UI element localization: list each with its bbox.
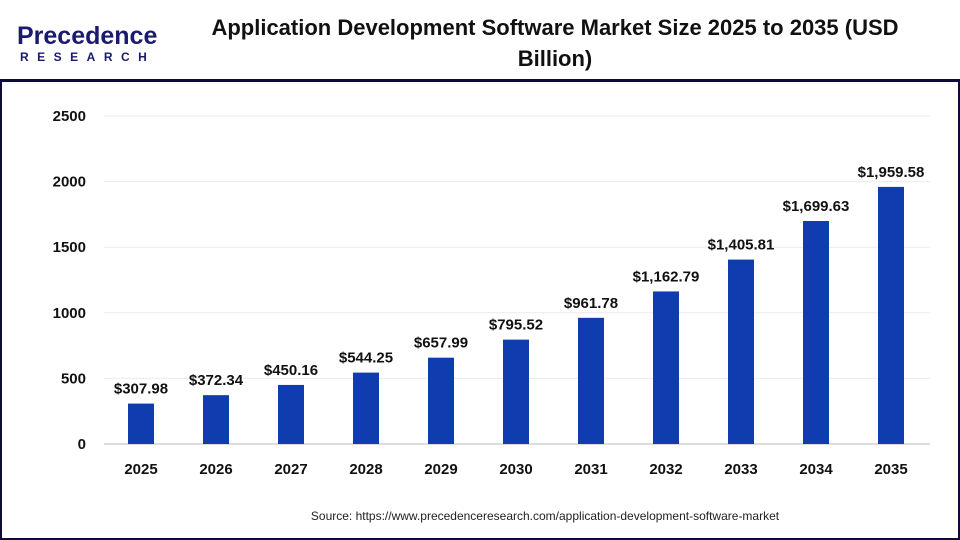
y-tick-label: 1000 [53,305,86,322]
bar [428,357,454,444]
data-label: $372.34 [189,372,244,389]
chart-title: Application Development Software Market … [211,15,899,71]
data-label: $307.98 [114,381,168,398]
x-tick-label: 2028 [349,461,382,478]
x-tick-label: 2027 [274,461,307,478]
x-tick-label: 2029 [424,461,457,478]
data-label: $1,699.63 [783,198,850,215]
header-divider [0,79,960,82]
bar [728,259,754,444]
x-tick-label: 2035 [874,461,907,478]
data-label: $795.52 [489,317,543,334]
logo-sub-text: RESEARCH [20,50,156,64]
data-label: $1,405.81 [708,237,775,254]
bar [803,221,829,444]
bar [878,186,904,444]
bar [653,291,679,444]
logo: Precedence RESEARCH [17,22,167,64]
logo-main-text: Precedence [17,22,158,50]
x-tick-label: 2030 [499,461,532,478]
x-tick-label: 2025 [124,461,157,478]
header: Precedence RESEARCH Application Developm… [0,0,960,80]
data-label: $961.78 [564,295,618,312]
data-label: $1,959.58 [858,164,925,181]
y-tick-label: 500 [61,370,86,387]
data-label: $657.99 [414,335,468,352]
x-tick-label: 2026 [199,461,232,478]
data-label: $1,162.79 [633,268,700,285]
bar [503,339,529,444]
x-tick-label: 2034 [799,461,833,478]
bar [353,372,379,444]
source-text: Source: https://www.precedenceresearch.c… [310,509,780,523]
y-tick-label: 2000 [53,174,86,191]
x-tick-label: 2032 [649,461,682,478]
x-tick-label: 2033 [724,461,757,478]
bar [578,317,604,444]
y-tick-label: 2500 [53,108,86,125]
y-tick-label: 1500 [53,239,86,256]
bar [278,384,304,444]
x-tick-label: 2031 [574,461,607,478]
data-label: $544.25 [339,350,393,367]
bar [128,403,154,444]
data-label: $450.16 [264,362,318,379]
bar [203,395,229,444]
y-tick-label: 0 [78,436,86,453]
